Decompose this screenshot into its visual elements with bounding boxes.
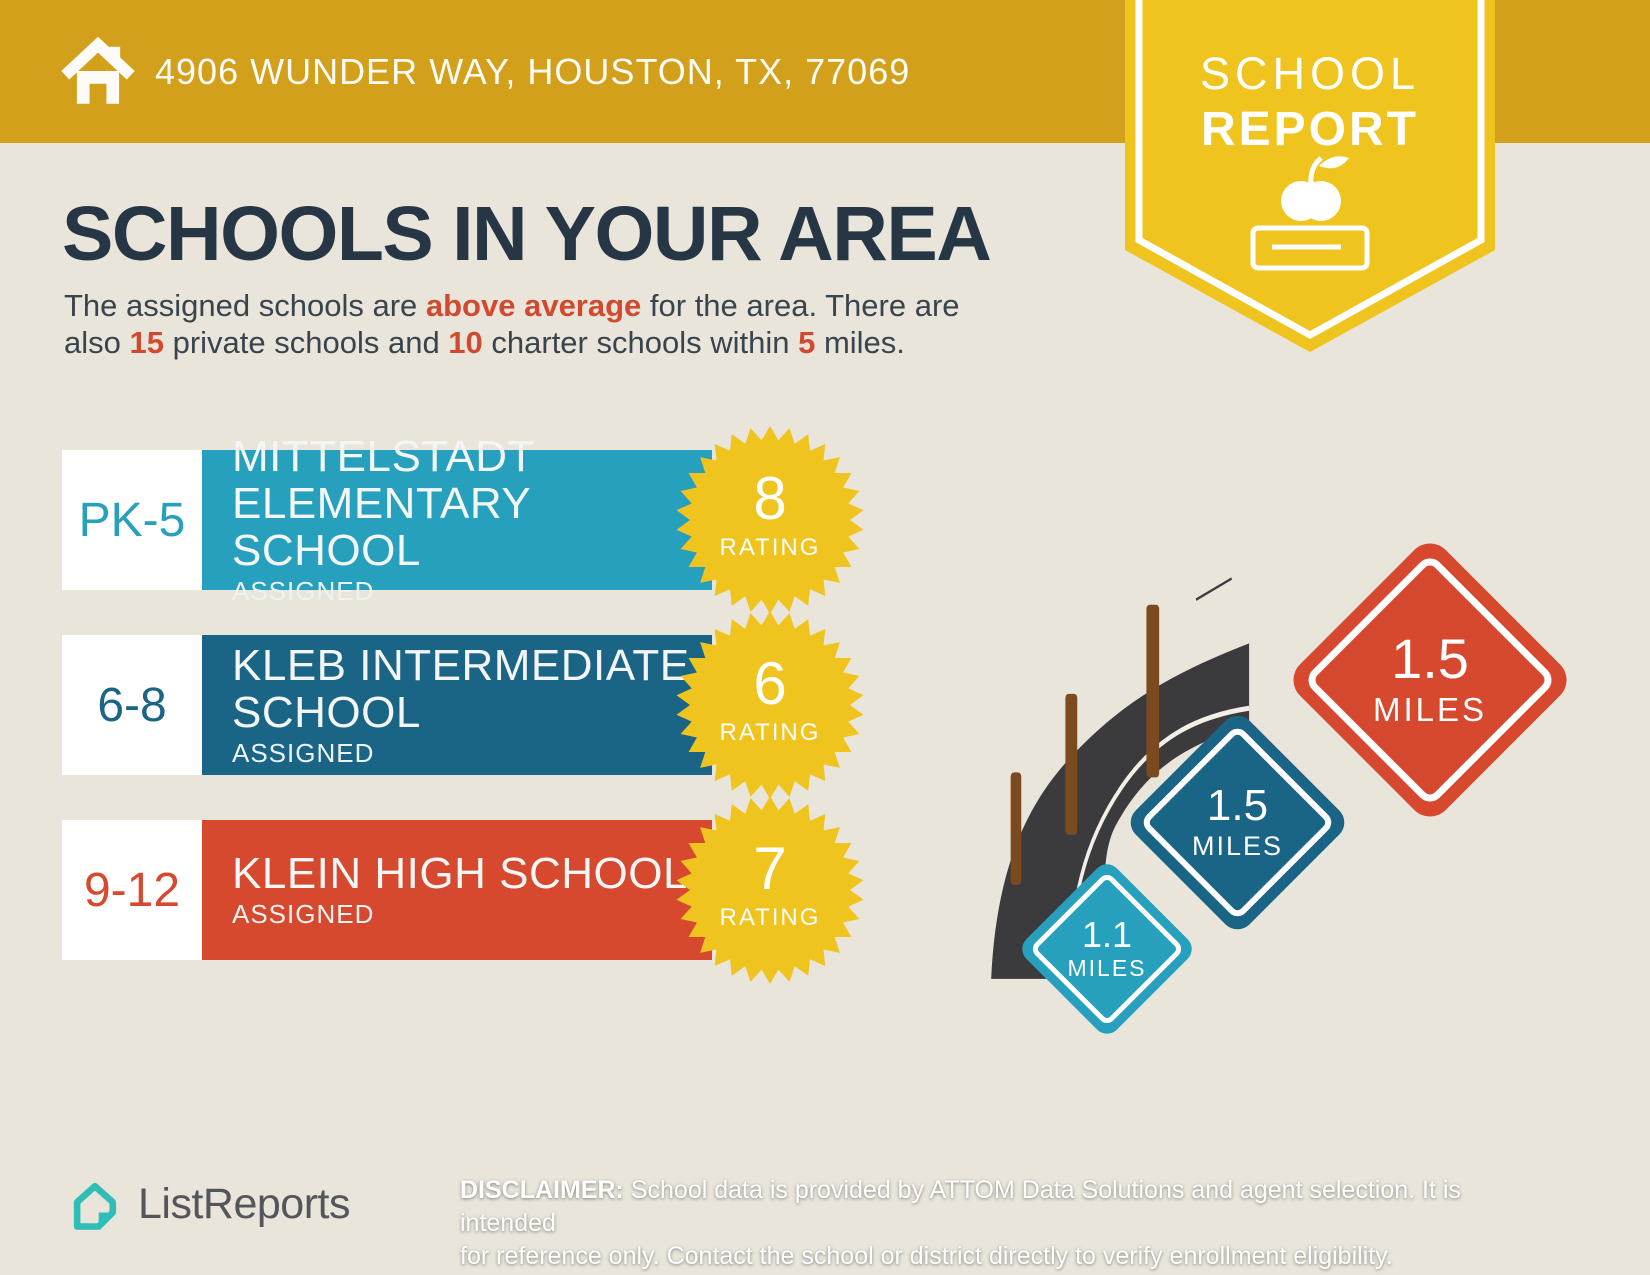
badge-line1: SCHOOL <box>1199 48 1421 99</box>
school-name-line1: KLEB INTERMEDIATE <box>232 640 690 690</box>
rating-label: RATING <box>719 904 821 931</box>
horizon-line <box>1195 577 1233 601</box>
grade-range: 6-8 <box>62 635 202 775</box>
sign-distance-value: 1.5 <box>1206 780 1269 830</box>
disclaimer-label: DISCLAIMER: <box>460 1176 624 1204</box>
rating-value: 8 <box>753 465 787 532</box>
property-address: 4906 WUNDER WAY, HOUSTON, TX, 77069 <box>155 50 911 92</box>
sign-post-red <box>1146 604 1160 778</box>
rating-value: 6 <box>753 650 787 717</box>
rating-badge-high: 7 RATING <box>674 794 866 986</box>
school-bar: MITTELSTADT ELEMENTARY SCHOOL ASSIGNED <box>202 433 712 606</box>
school-name-line1: MITTELSTADT <box>232 432 535 481</box>
school-name-line2: ELEMENTARY SCHOOL <box>232 479 531 575</box>
rating-badge-elementary: 8 RATING <box>674 424 866 616</box>
school-bar: KLEB INTERMEDIATE SCHOOL ASSIGNED <box>202 635 712 775</box>
apple-book-icon <box>1250 156 1370 271</box>
intro-segment: for the area. There are <box>641 288 960 323</box>
disclaimer-line1: School data is provided by ATTOM Data So… <box>460 1176 1461 1237</box>
intro-highlight-above-average: above average <box>425 288 642 323</box>
sign-distance-unit: MILES <box>1191 830 1284 861</box>
page-title: SCHOOLS IN YOUR AREA <box>62 191 992 277</box>
assigned-tag: ASSIGNED <box>232 899 375 929</box>
school-report-badge <box>1125 0 1495 352</box>
school-name-line2: SCHOOL <box>232 687 421 737</box>
sign-post-blue <box>1065 693 1078 835</box>
home-icon <box>61 36 135 104</box>
intro-segment: miles. <box>815 325 905 360</box>
intro-text: The assigned schools are above average f… <box>64 287 1134 361</box>
assigned-tag: ASSIGNED <box>232 576 375 606</box>
sign-distance-unit: MILES <box>1372 691 1488 728</box>
distance-sign-intermediate: 1.5 MILES <box>1123 708 1352 937</box>
school-row-elementary: PK-5 MITTELSTADT ELEMENTARY SCHOOL ASSIG… <box>62 433 712 606</box>
distance-sign-high: 1.5 MILES <box>1284 534 1576 826</box>
grade-range: PK-5 <box>62 450 202 590</box>
sign-post-teal <box>1010 772 1022 885</box>
school-bar: KLEIN HIGH SCHOOL ASSIGNED <box>202 820 712 960</box>
grade-range: 9-12 <box>62 820 202 960</box>
rating-value: 7 <box>753 835 787 902</box>
listreports-logo: ListReports <box>64 1172 350 1236</box>
intro-segment: The assigned schools are <box>64 288 426 323</box>
sign-distance-value: 1.5 <box>1391 627 1469 690</box>
disclaimer-line2: for reference only. Contact the school o… <box>460 1242 1393 1270</box>
intro-segment: private schools and <box>163 325 449 360</box>
listreports-wordmark: ListReports <box>138 1179 350 1228</box>
assigned-tag: ASSIGNED <box>232 737 375 768</box>
listreports-house-icon <box>73 1182 117 1230</box>
school-name-line1: KLEIN HIGH SCHOOL <box>232 849 688 898</box>
intro-highlight-miles: 5 <box>798 325 816 360</box>
disclaimer-text: DISCLAIMER: School data is provided by A… <box>460 1174 1520 1273</box>
badge-text: SCHOOL REPORT <box>1125 0 1495 157</box>
badge-line2: REPORT <box>1200 103 1419 156</box>
school-row-high: 9-12 KLEIN HIGH SCHOOL ASSIGNED <box>62 820 712 960</box>
intro-highlight-charter-count: 10 <box>448 325 483 360</box>
intro-highlight-private-count: 15 <box>129 325 164 360</box>
rating-label: RATING <box>719 719 821 746</box>
sign-distance-value: 1.1 <box>1081 913 1133 955</box>
sign-distance-unit: MILES <box>1067 954 1147 981</box>
intro-segment: also <box>64 325 130 360</box>
intro-segment: charter schools within <box>482 325 799 360</box>
rating-label: RATING <box>719 534 821 561</box>
rating-badge-intermediate: 6 RATING <box>674 609 866 801</box>
school-row-intermediate: 6-8 KLEB INTERMEDIATE SCHOOL ASSIGNED <box>62 635 712 775</box>
